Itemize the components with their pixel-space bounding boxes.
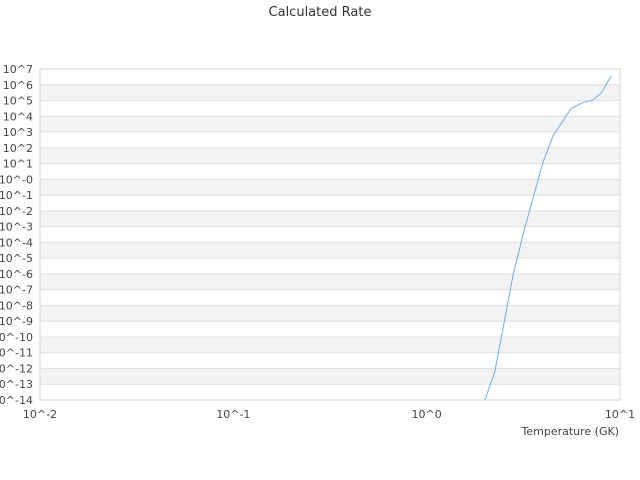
y-tick-label: 10^-13 (0, 378, 33, 391)
x-tick-labels: 10^-2 10^-1 10^0 10^1 (23, 408, 635, 421)
series-line (484, 75, 612, 401)
x-tick-label: 10^-1 (216, 408, 250, 421)
y-tick-label: 10^-8 (0, 299, 33, 312)
y-tick-label: 10^4 (3, 110, 33, 123)
y-tick-label: 10^-2 (0, 205, 33, 218)
plot-frame (39, 68, 621, 401)
y-tick-label: 10^-4 (0, 236, 33, 249)
grid-band (40, 242, 620, 259)
x-tick-label: 10^-2 (23, 408, 57, 421)
grid-band (40, 368, 620, 385)
y-tick-label: 10^-5 (0, 252, 33, 265)
x-axis-label: Temperature (GK) (521, 425, 620, 438)
y-tick-label: 10^-14 (0, 394, 33, 407)
grid-band (40, 273, 620, 290)
chart-title: Calculated Rate (269, 5, 372, 20)
grid-band (40, 210, 620, 227)
grid-band (40, 336, 620, 353)
y-tick-label: 10^-11 (0, 347, 33, 360)
y-tick-label: 10^2 (3, 142, 33, 155)
grid-band (40, 147, 620, 164)
y-tick-label: 10^-3 (0, 221, 33, 234)
y-tick-label: 10^-12 (0, 362, 33, 375)
grid-band (40, 84, 620, 101)
grid-band (40, 116, 620, 133)
y-tick-label: 10^-1 (0, 189, 33, 202)
y-tick-label: 10^-6 (0, 268, 33, 281)
y-tick-label: 10^6 (3, 79, 33, 92)
y-tick-label: 10^7 (3, 63, 33, 76)
grid-band (40, 179, 620, 196)
y-tick-label: 10^-9 (0, 315, 33, 328)
y-tick-label: 10^5 (3, 95, 33, 108)
y-tick-label: 10^1 (3, 158, 33, 171)
grid-bands (40, 84, 620, 385)
y-tick-label: 10^3 (3, 126, 33, 139)
y-tick-labels: 10^7 10^6 10^5 10^4 10^3 10^2 10^1 10^-0 10^-1 10… (0, 63, 33, 407)
x-tick-label: 10^1 (605, 408, 635, 421)
y-tick-label: 10^-0 (0, 173, 33, 186)
grid-band (40, 305, 620, 322)
y-tick-label: 10^-7 (0, 284, 33, 297)
x-tick-label: 10^0 (412, 408, 442, 421)
y-tick-label: 10^-10 (0, 331, 33, 344)
